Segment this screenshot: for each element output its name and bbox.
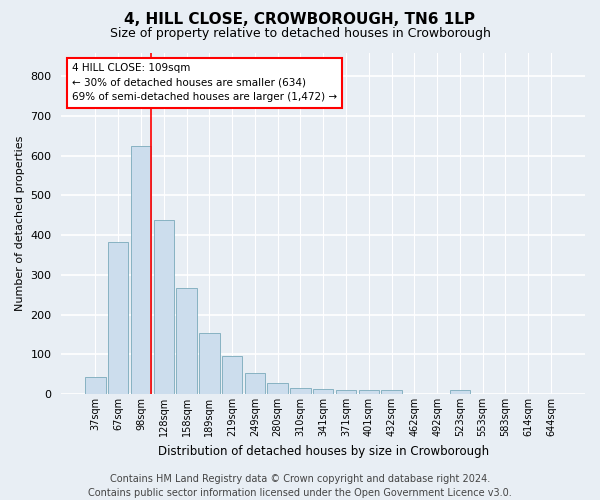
Text: 4 HILL CLOSE: 109sqm
← 30% of detached houses are smaller (634)
69% of semi-deta: 4 HILL CLOSE: 109sqm ← 30% of detached h… bbox=[72, 62, 337, 102]
X-axis label: Distribution of detached houses by size in Crowborough: Distribution of detached houses by size … bbox=[158, 444, 489, 458]
Bar bbox=[85, 378, 106, 394]
Bar bbox=[108, 242, 128, 394]
Text: Contains HM Land Registry data © Crown copyright and database right 2024.
Contai: Contains HM Land Registry data © Crown c… bbox=[88, 474, 512, 498]
Y-axis label: Number of detached properties: Number of detached properties bbox=[15, 136, 25, 311]
Bar bbox=[449, 390, 470, 394]
Bar bbox=[381, 390, 402, 394]
Bar bbox=[199, 334, 220, 394]
Bar bbox=[131, 146, 151, 394]
Bar bbox=[176, 288, 197, 394]
Bar bbox=[313, 389, 334, 394]
Bar bbox=[290, 388, 311, 394]
Bar bbox=[222, 356, 242, 394]
Bar bbox=[336, 390, 356, 394]
Bar bbox=[245, 374, 265, 394]
Bar bbox=[359, 390, 379, 394]
Text: Size of property relative to detached houses in Crowborough: Size of property relative to detached ho… bbox=[110, 28, 490, 40]
Bar bbox=[154, 220, 174, 394]
Text: 4, HILL CLOSE, CROWBOROUGH, TN6 1LP: 4, HILL CLOSE, CROWBOROUGH, TN6 1LP bbox=[125, 12, 476, 28]
Bar bbox=[268, 384, 288, 394]
